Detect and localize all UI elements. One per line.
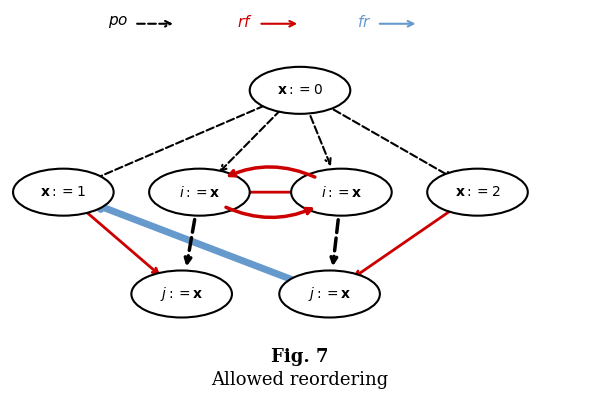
- Ellipse shape: [13, 169, 113, 216]
- Text: $\mathbf{x}:=0$: $\mathbf{x}:=0$: [277, 83, 323, 97]
- Text: $\mathbf{x}:=2$: $\mathbf{x}:=2$: [455, 185, 500, 199]
- Text: $fr$: $fr$: [356, 14, 371, 30]
- Text: $j:=\mathbf{x}$: $j:=\mathbf{x}$: [308, 285, 351, 303]
- Text: $i:=\mathbf{x}$: $i:=\mathbf{x}$: [179, 185, 220, 200]
- Ellipse shape: [250, 67, 350, 114]
- Ellipse shape: [131, 270, 232, 318]
- Text: Allowed reordering: Allowed reordering: [211, 371, 389, 389]
- Ellipse shape: [291, 169, 392, 216]
- Text: $po$: $po$: [108, 14, 128, 30]
- Ellipse shape: [149, 169, 250, 216]
- Text: $\mathbf{x}:=1$: $\mathbf{x}:=1$: [40, 185, 86, 199]
- Ellipse shape: [427, 169, 528, 216]
- Text: $i:=\mathbf{x}$: $i:=\mathbf{x}$: [320, 185, 362, 200]
- Ellipse shape: [279, 270, 380, 318]
- Text: $rf$: $rf$: [237, 14, 253, 30]
- Text: Fig. 7: Fig. 7: [271, 348, 329, 366]
- Text: $j:=\mathbf{x}$: $j:=\mathbf{x}$: [160, 285, 203, 303]
